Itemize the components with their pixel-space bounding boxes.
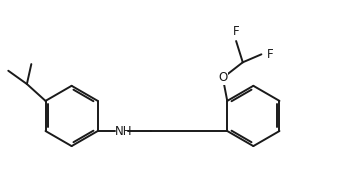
Text: F: F — [233, 25, 240, 38]
Text: F: F — [267, 48, 273, 61]
Text: O: O — [218, 71, 227, 84]
Text: NH: NH — [115, 125, 132, 137]
